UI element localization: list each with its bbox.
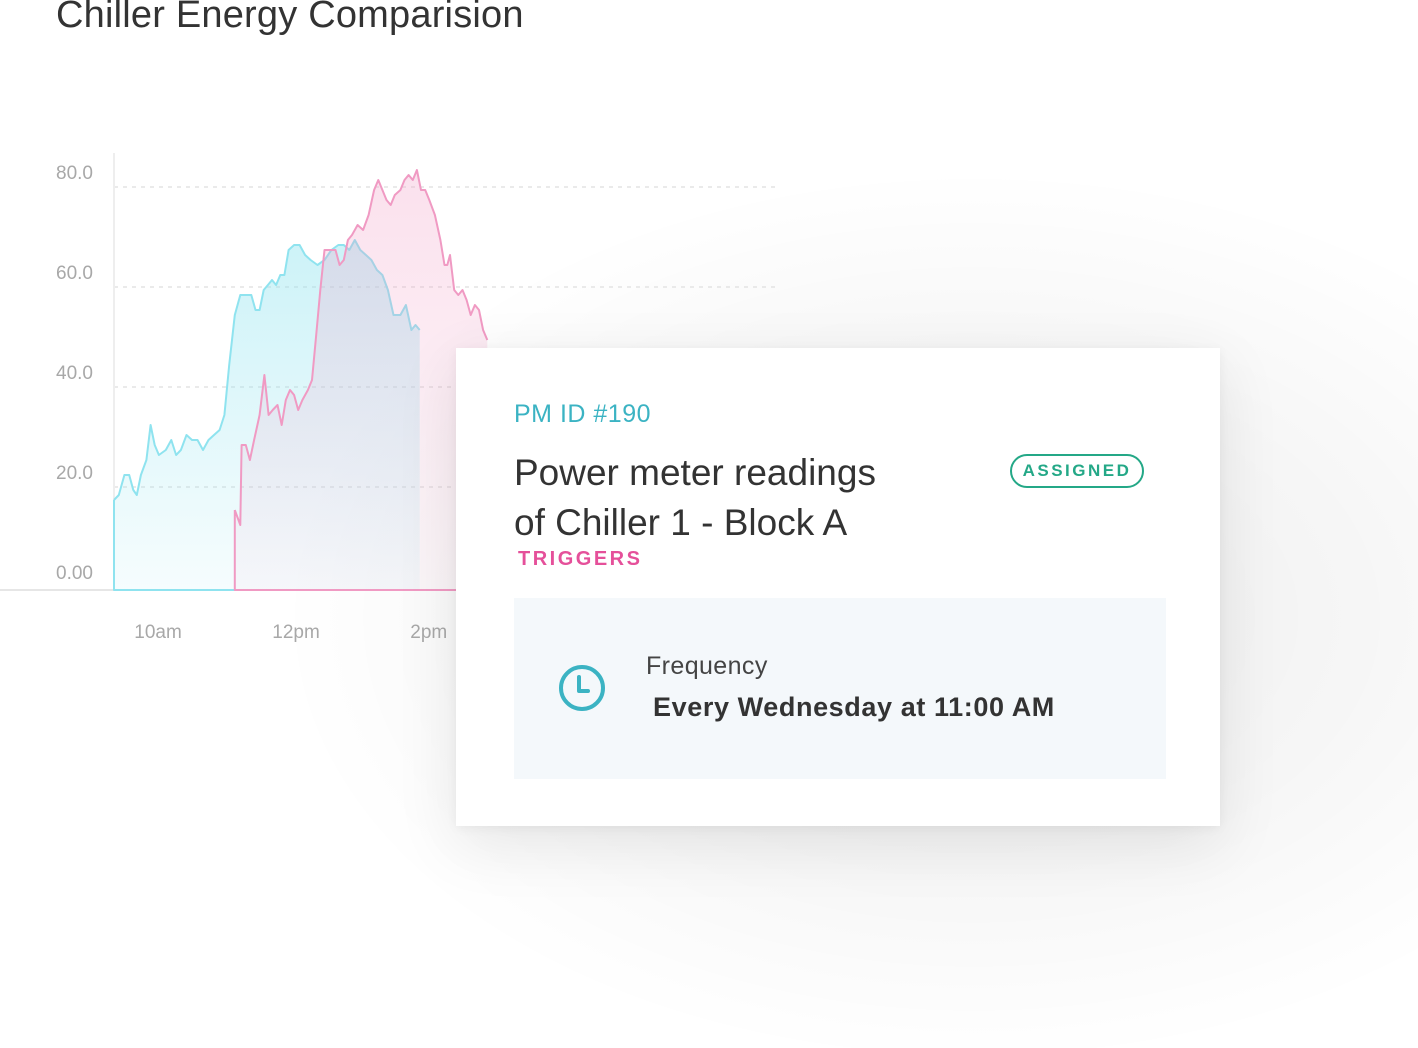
series-2-line — [233, 169, 489, 591]
status-badge: ASSIGNED — [1010, 454, 1144, 488]
x-axis-ticks: 10am 12pm 2pm — [134, 622, 447, 643]
x-tick-label: 10am — [134, 622, 182, 643]
y-tick-label: 40.0 — [56, 363, 93, 384]
card-title: Power meter readings of Chiller 1 - Bloc… — [514, 448, 974, 548]
y-tick-label: 60.0 — [56, 263, 93, 284]
pm-card[interactable]: PM ID #190 Power meter readings of Chill… — [456, 348, 1220, 826]
x-tick-label: 2pm — [410, 622, 447, 643]
y-tick-label: 80.0 — [56, 163, 93, 184]
y-tick-label: 20.0 — [56, 463, 93, 484]
card-title-line1: Power meter readings — [514, 452, 876, 493]
frequency-panel: Frequency Every Wednesday at 11:00 AM — [514, 598, 1166, 779]
triggers-label: TRIGGERS — [518, 548, 643, 570]
frequency-value: Every Wednesday at 11:00 AM — [653, 692, 1055, 722]
clock-icon — [559, 665, 605, 711]
y-tick-label: 0.00 — [56, 563, 93, 584]
pm-id: PM ID #190 — [514, 400, 652, 428]
x-tick-label: 12pm — [272, 622, 320, 643]
y-axis-ticks: 0.00 20.0 40.0 60.0 80.0 — [56, 163, 93, 584]
series-2-area — [234, 170, 488, 590]
page-title: Chiller Energy Comparision — [56, 0, 524, 36]
card-title-line2: of Chiller 1 - Block A — [514, 502, 848, 543]
chart-series — [113, 169, 489, 591]
frequency-label: Frequency — [646, 652, 768, 680]
energy-chart: 0.00 20.0 40.0 60.0 80.0 10am 12pm 2pm — [0, 153, 800, 643]
